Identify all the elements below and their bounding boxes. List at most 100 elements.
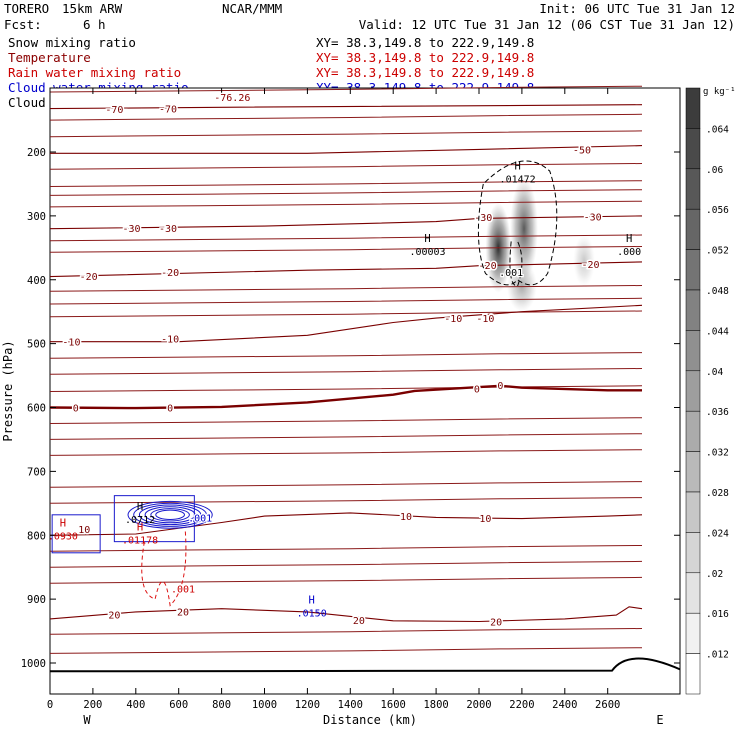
isotherm-label: -70 [159,105,177,116]
colorbar-segment [685,653,701,695]
isotherm-line [49,246,643,253]
resolution-label: 15km ARW [62,1,123,16]
y-tick-label: 700 [27,466,46,478]
cloud-water-contour [133,502,208,527]
y-tick-label: 200 [27,147,46,159]
isotherm-label: 20 [353,616,365,627]
x-tick-label: 1800 [423,699,448,711]
colorbar-segment [685,128,701,170]
isotherm-label: -30 [584,213,602,224]
isotherm-line [49,545,643,552]
isotherm-label: -20 [479,261,497,272]
colorbar-label: .044 [706,326,729,337]
isotherm-label: -30 [159,224,177,235]
colorbar-segment [685,612,701,654]
cloud-ice-contour [509,241,523,287]
isotherm-label: 0 [497,381,503,392]
isotherm-line [49,560,643,568]
isotherm-line [49,285,643,292]
isotherm-label: 20 [490,617,502,628]
extremum-value: .000 [617,247,641,258]
cloud-water-contour [138,504,202,526]
isotherm-line [49,200,643,208]
isotherm-line [49,385,643,392]
isotherm-label: -20 [80,272,98,283]
snow-blob [573,234,595,287]
snow-blob [510,177,538,280]
isotherm-line [49,417,643,424]
extremum-marker: H [626,233,632,245]
cloud-water-contour [155,509,185,520]
isotherm-label: 0 [474,384,480,395]
colorbar-label: .02 [706,569,723,580]
field-cross-section: XY= 38.3,149.8 to 222.9,149.8 [316,50,534,65]
colorbar-segment [685,249,701,291]
colorbar-segment [685,410,701,452]
contour-label: -76.26 [214,93,250,104]
x-tick-label: 400 [126,699,145,711]
colorbar-segment [685,330,701,372]
isotherm-label: -10 [161,335,179,346]
field-label: Rain water mixing ratio [8,65,181,80]
isotherm-label: -10 [476,314,494,325]
colorbar-label: .012 [706,650,729,661]
x-tick-label: 2000 [466,699,491,711]
y-axis-label: Pressure (hPa) [1,340,15,441]
isotherm-label: -10 [62,338,80,349]
field-cross-section: XY= 38.3,149.8 to 222.9,149.8 [316,35,534,50]
isotherm-line [49,449,643,456]
isotherm-label: -10 [444,314,462,325]
x-tick-label: 1400 [338,699,363,711]
isotherm-line [49,163,643,170]
isotherm-label: 0 [73,404,79,415]
isotherm-line [49,368,643,375]
x-axis-label: Distance (km) [323,713,417,727]
colorbar-label: .064 [706,124,729,135]
terrain-line [49,657,681,673]
extremum-marker: H [309,594,315,606]
extremum-marker: H [424,233,430,245]
y-tick-label: 300 [27,211,46,223]
extremum-value: .0150 [297,608,327,619]
forecast-label: Fcst: [4,17,42,32]
isotherm-label: 10 [400,512,412,523]
colorbar-label: .036 [706,407,729,418]
y-tick-label: 800 [27,530,46,542]
isotherm-label: -20 [582,260,600,271]
y-tick-label: 500 [27,339,46,351]
colorbar-label: .048 [706,286,729,297]
contour-label: .001 [499,268,523,279]
contour-labels: H.01472H.00003H.000H.0712H.01178H.0150H.… [48,92,641,620]
isotherm-line [49,481,643,488]
extremum-marker: H [60,518,66,530]
colorbar-segment [685,491,701,533]
isotherm-line [49,189,643,196]
temperature-contours: 0 0 0 0 -10 -10 -10 -10 -20 -20 -20 -20 -30 -30 -30 -30… [49,85,643,654]
colorbar-label: .056 [706,205,729,216]
isotherm-line [49,647,643,654]
init-time: Init: 06 UTC Tue 31 Jan 12 [539,1,735,16]
field-label: Snow mixing ratio [8,35,136,50]
isotherm-line [49,628,643,635]
colorbar-label: .052 [706,246,729,257]
colorbar-segment [685,168,701,210]
contour-label: .001 [188,513,212,524]
rain-contour [141,528,187,607]
extremum-marker: H [514,161,520,173]
colorbar: .064 .06 .056 .052 .048 .044 .04 .036 .032 .028 .0… [685,87,729,695]
hydrometeor-contours [49,160,681,673]
forecast-hours: 6 h [83,17,106,32]
isotherm-line [49,180,643,187]
axis-ticks: 0 200 400 600 800 1000 1200 1400 1600 1800 2000 220… [21,88,680,711]
colorbar-segment [685,370,701,412]
isotherm-10 [49,512,643,536]
extremum-value: .0930 [48,532,78,543]
x-tick-label: 800 [212,699,231,711]
extremum-value: .00003 [409,247,445,258]
isotherm-label: 20 [108,610,120,621]
isotherm-label: -50 [573,145,591,156]
colorbar-label: .032 [706,448,729,459]
isotherm-20 [49,606,643,623]
